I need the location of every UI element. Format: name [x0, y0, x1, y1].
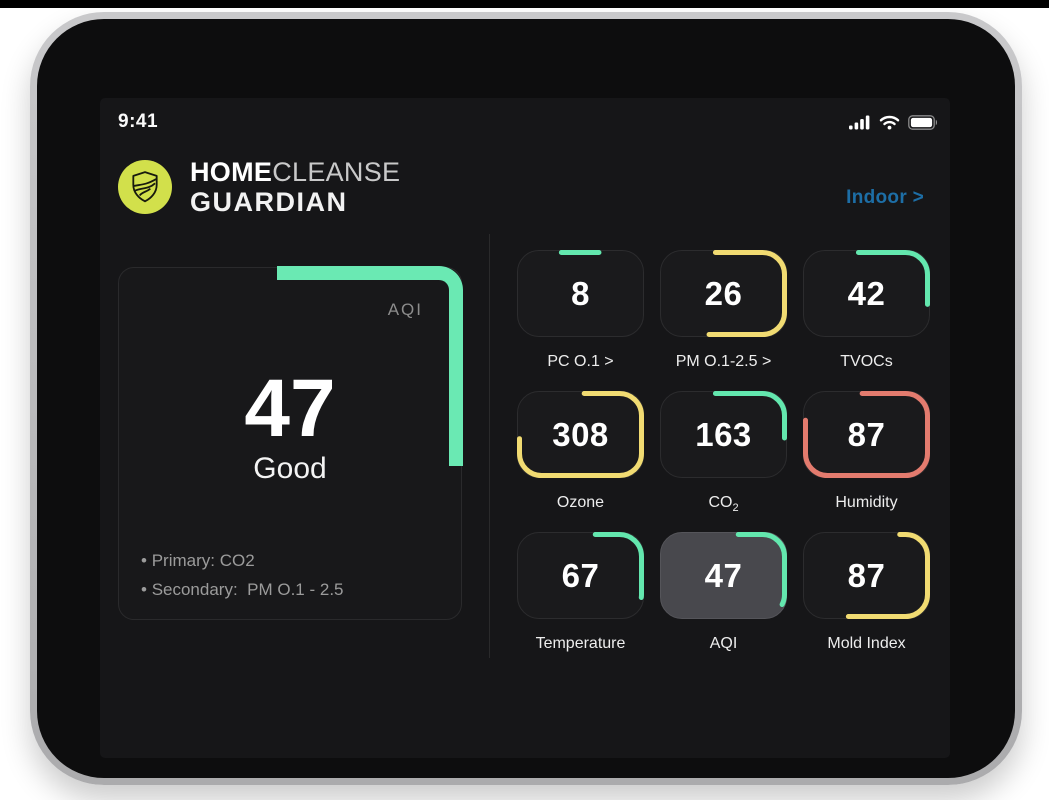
metric-tile[interactable]: 308 Ozone [517, 391, 644, 532]
metric-tile-box[interactable]: 42 [803, 250, 930, 337]
metric-tile[interactable]: 87 Mold Index [803, 532, 930, 673]
metric-label: PC O.1 > [547, 353, 614, 370]
top-border-strip [0, 0, 1049, 8]
device-screen: 9:41 [100, 98, 950, 758]
brand-name-primary: HOME [190, 156, 273, 187]
metric-tile-box[interactable]: 163 [660, 391, 787, 478]
metric-tile[interactable]: 42 TVOCs [803, 250, 930, 391]
metric-tile[interactable]: 26 PM O.1-2.5 > [660, 250, 787, 391]
metric-tile-box[interactable]: 308 [517, 391, 644, 478]
metric-label: CO2 [708, 494, 739, 515]
aqi-detail-primary: Primary: CO2 [141, 547, 344, 576]
metric-tile[interactable]: 87 Humidity [803, 391, 930, 532]
aqi-reading: 47 Good [119, 363, 461, 486]
status-bar: 9:41 [118, 108, 938, 136]
cellular-signal-icon [849, 115, 870, 129]
metric-value: 163 [695, 415, 752, 453]
metric-label: Temperature [535, 635, 626, 652]
device-frame: 9:41 [30, 12, 1022, 785]
metric-label: PM O.1-2.5 > [675, 353, 772, 370]
metric-tile-box[interactable]: 87 [803, 532, 930, 619]
location-link[interactable]: Indoor > [846, 187, 924, 208]
brand-name: HOMECLEANSE [190, 157, 400, 187]
metric-value: 308 [552, 415, 609, 453]
metric-tile[interactable]: 163 CO2 [660, 391, 787, 532]
aqi-details-list: Primary: CO2 Secondary: PM O.1 - 2.5 [141, 547, 344, 605]
metrics-grid: 8 PC O.1 > 26 PM O.1-2.5 > 42 TVOCs 308 … [517, 250, 930, 673]
metric-tile-box[interactable]: 87 [803, 391, 930, 478]
brand-name-sub: GUARDIAN [190, 187, 348, 217]
metric-tile[interactable]: 67 Temperature [517, 532, 644, 673]
aqi-card-label: AQI [387, 300, 423, 319]
app-header: HOMECLEANSE GUARDIAN Indoor > [118, 154, 924, 220]
metric-tile-box[interactable]: 8 [517, 250, 644, 337]
metric-tile[interactable]: 8 PC O.1 > [517, 250, 644, 391]
metric-value: 67 [561, 556, 600, 594]
battery-icon [908, 114, 937, 130]
vertical-divider [489, 234, 490, 658]
metric-tile-box[interactable]: 47 [660, 532, 787, 619]
metric-label: AQI [709, 635, 738, 652]
brand-logo [118, 160, 172, 214]
brand-name-secondary: CLEANSE [272, 156, 401, 187]
metric-tile-box[interactable]: 26 [660, 250, 787, 337]
brand-text: HOMECLEANSE GUARDIAN [190, 157, 400, 217]
status-icons [849, 114, 938, 130]
shield-leaf-icon [132, 171, 158, 203]
metric-label: Mold Index [827, 635, 906, 652]
metric-value: 42 [847, 274, 886, 312]
aqi-status: Good [253, 451, 327, 485]
device-inner-frame: 9:41 [37, 19, 1015, 778]
metric-value: 8 [571, 274, 590, 312]
metric-value: 87 [847, 415, 886, 453]
metric-tile-box[interactable]: 67 [517, 532, 644, 619]
metric-label: Humidity [835, 494, 898, 511]
status-time: 9:41 [118, 111, 159, 132]
metric-tile[interactable]: 47 AQI [660, 532, 787, 673]
wifi-icon [879, 115, 900, 129]
metric-label: TVOCs [840, 353, 893, 370]
metric-value: 87 [847, 556, 886, 594]
metric-value: 47 [704, 556, 743, 594]
aqi-value: 47 [244, 363, 336, 454]
aqi-detail-secondary: Secondary: PM O.1 - 2.5 [141, 576, 344, 605]
metric-label: Ozone [556, 494, 605, 511]
aqi-summary-card: AQI 47 Good Primary: CO2 Secondary: PM O… [118, 266, 463, 620]
metric-value: 26 [704, 274, 743, 312]
